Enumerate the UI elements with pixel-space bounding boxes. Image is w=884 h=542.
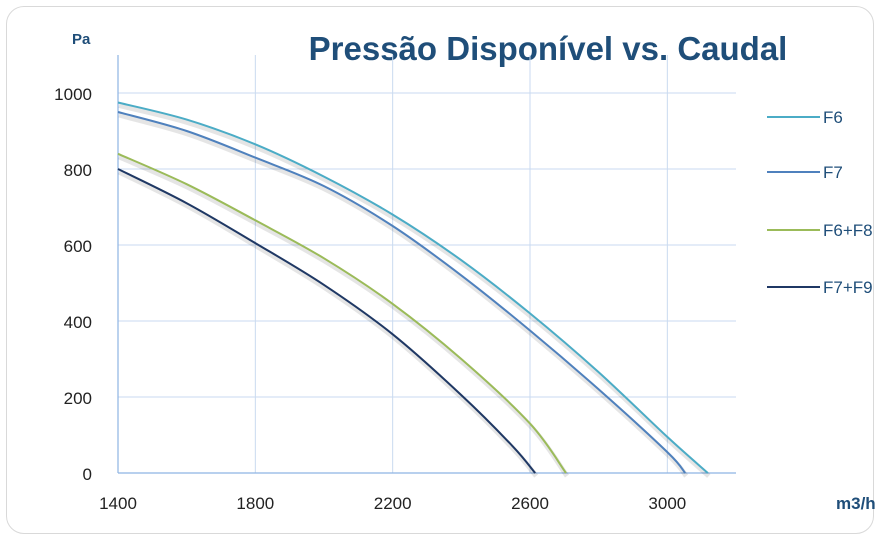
y-tick-label: 200	[64, 389, 92, 408]
legend-label-f6-f8: F6+F8	[823, 221, 873, 240]
chart-frame	[6, 6, 874, 534]
series-lines	[117, 101, 711, 478]
legend-label-f7: F7	[823, 163, 843, 182]
series-line-f7-f9	[117, 168, 536, 474]
y-axis-unit: Pa	[72, 31, 91, 48]
series-line-f6-f8	[117, 152, 567, 474]
x-tick-label: 3000	[648, 494, 686, 513]
series-line-f6	[117, 101, 709, 474]
series-line-shadow-f7-f9	[117, 169, 539, 478]
series-line-shadow-f6	[118, 103, 711, 478]
axes	[117, 55, 736, 474]
y-tick-label: 800	[64, 161, 92, 180]
gridlines	[118, 55, 736, 473]
legend-label-f7-f9: F7+F9	[823, 278, 873, 297]
series-line-shadow-f7	[118, 112, 689, 478]
series-line-f7	[117, 111, 686, 474]
y-tick-label: 0	[83, 465, 92, 484]
tick-labels: 0 200 400 600 800 1000 1400 1800 2200 2600 3000	[54, 85, 686, 513]
legend: F6 F7 F6+F8 F7+F9	[767, 108, 873, 297]
x-tick-label: 1400	[99, 494, 137, 513]
legend-label-f6: F6	[823, 108, 843, 127]
x-tick-label: 2200	[374, 494, 412, 513]
x-axis-unit: m3/h	[836, 494, 876, 513]
chart-title: Pressão Disponível vs. Caudal	[309, 30, 788, 67]
series-line-shadow-f6-f8	[117, 154, 570, 478]
y-tick-label: 1000	[54, 85, 92, 104]
y-tick-label: 600	[64, 237, 92, 256]
x-tick-label: 1800	[236, 494, 274, 513]
x-tick-label: 2600	[511, 494, 549, 513]
y-tick-label: 400	[64, 313, 92, 332]
